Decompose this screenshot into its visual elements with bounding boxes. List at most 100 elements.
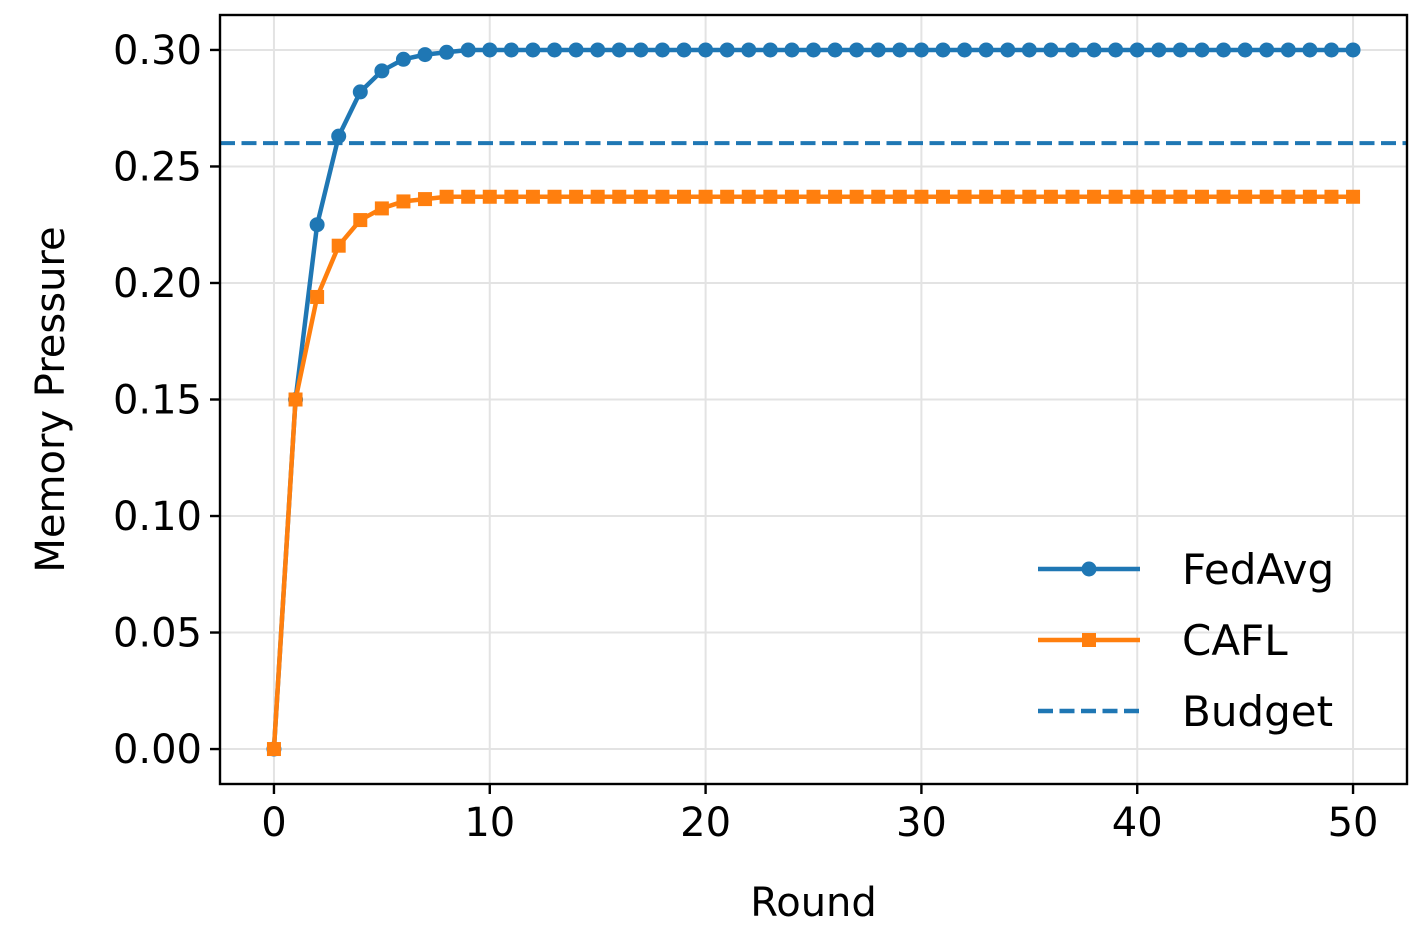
- y-tick-label: 0.30: [113, 28, 202, 74]
- data-point: [331, 238, 346, 253]
- data-point: [310, 289, 325, 304]
- data-point: [612, 189, 627, 204]
- legend-label: Budget: [1182, 687, 1333, 736]
- legend-entry-budget: Budget: [1038, 687, 1333, 736]
- data-point: [892, 189, 907, 204]
- data-point: [309, 217, 325, 233]
- data-point: [547, 189, 562, 204]
- data-point: [1280, 42, 1296, 58]
- data-point: [482, 189, 497, 204]
- data-point: [871, 189, 886, 204]
- data-point: [849, 42, 865, 58]
- data-point: [1129, 42, 1145, 58]
- series-fedavg: [266, 42, 1361, 757]
- data-point: [331, 128, 347, 144]
- data-point: [1323, 42, 1339, 58]
- data-point: [1087, 189, 1102, 204]
- y-tick-label: 0.00: [113, 727, 202, 773]
- data-point: [1216, 42, 1232, 58]
- x-tick-label: 40: [1112, 800, 1163, 846]
- data-point: [439, 189, 454, 204]
- legend: FedAvg CAFL Budget: [1038, 545, 1334, 736]
- data-point: [914, 189, 929, 204]
- x-tick-label: 30: [896, 800, 947, 846]
- data-point: [655, 189, 670, 204]
- data-point: [698, 42, 714, 58]
- data-point: [784, 42, 800, 58]
- data-point: [1194, 42, 1210, 58]
- data-point: [957, 42, 973, 58]
- legend-marker: [1081, 561, 1097, 577]
- x-tick-label: 10: [464, 800, 515, 846]
- data-point: [396, 194, 411, 209]
- data-point: [1172, 42, 1188, 58]
- data-point: [288, 392, 303, 407]
- data-point: [590, 189, 605, 204]
- data-point: [1151, 42, 1167, 58]
- data-point: [1238, 189, 1253, 204]
- data-point: [266, 742, 281, 757]
- data-point: [1086, 42, 1102, 58]
- legend-entry-cafl: CAFL: [1038, 616, 1288, 665]
- data-point: [1022, 189, 1037, 204]
- data-point: [503, 42, 519, 58]
- data-point: [806, 42, 821, 58]
- data-point: [1043, 189, 1058, 204]
- data-point: [525, 42, 541, 58]
- legend-entry-fedavg: FedAvg: [1038, 545, 1334, 594]
- data-point: [762, 42, 778, 58]
- series-line: [271, 194, 1356, 752]
- data-point: [978, 42, 994, 58]
- data-point: [1000, 189, 1015, 204]
- data-point: [374, 201, 389, 216]
- data-point: [763, 189, 778, 204]
- legend-marker: [1082, 633, 1096, 647]
- data-point: [1065, 189, 1080, 204]
- data-point: [525, 189, 540, 204]
- data-point: [590, 42, 606, 58]
- data-point: [654, 42, 670, 58]
- data-point: [935, 42, 951, 58]
- x-tick-label: 20: [680, 800, 731, 846]
- data-point: [1043, 42, 1059, 58]
- x-axis-label: Round: [750, 880, 877, 926]
- data-point: [1237, 42, 1253, 58]
- data-point: [1346, 189, 1361, 204]
- data-point: [1259, 42, 1275, 58]
- data-point: [1064, 42, 1080, 58]
- data-point: [719, 42, 735, 58]
- axis-ticks: 0 10 20 30 40 50 0.00 0.05 0.10 0.15 0.20 0.25 0.30: [113, 28, 1379, 846]
- data-point: [741, 42, 757, 58]
- data-point: [461, 189, 476, 204]
- data-point: [892, 42, 908, 58]
- data-point: [547, 42, 563, 58]
- data-point: [1324, 189, 1339, 204]
- data-point: [870, 42, 886, 58]
- data-point: [418, 192, 433, 207]
- data-point: [741, 189, 756, 204]
- data-point: [806, 189, 821, 204]
- data-point: [1216, 189, 1231, 204]
- data-point: [569, 189, 584, 204]
- y-tick-label: 0.20: [113, 261, 202, 307]
- data-point: [1000, 42, 1016, 58]
- data-point: [504, 189, 519, 204]
- data-point: [633, 189, 648, 204]
- data-point: [913, 42, 929, 58]
- y-tick-label: 0.05: [113, 611, 202, 657]
- grid: [220, 15, 1407, 784]
- data-point: [353, 213, 368, 228]
- data-point: [352, 84, 368, 100]
- data-point: [1021, 42, 1037, 58]
- series-layer: [266, 42, 1361, 757]
- data-point: [1281, 189, 1296, 204]
- data-point: [460, 42, 476, 58]
- y-tick-label: 0.15: [113, 378, 202, 424]
- data-point: [1151, 189, 1166, 204]
- data-point: [417, 47, 433, 63]
- data-point: [482, 42, 498, 58]
- data-point: [374, 63, 390, 79]
- data-point: [698, 189, 713, 204]
